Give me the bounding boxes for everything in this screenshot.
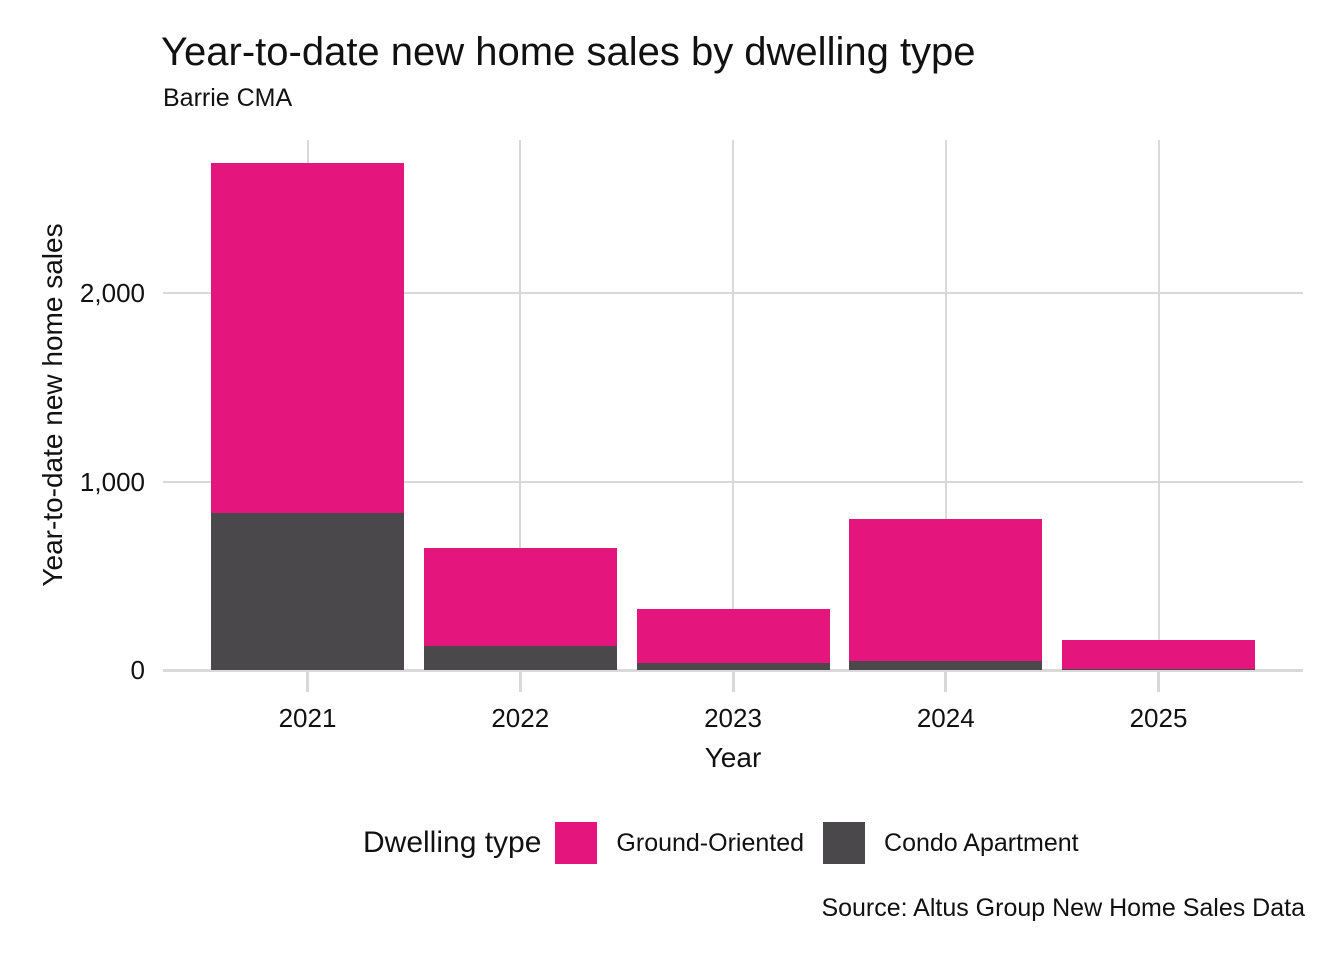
- y-tick-label: 0: [130, 655, 145, 685]
- gridline-vertical: [944, 140, 947, 670]
- legend-label-condo-apartment: Condo Apartment: [884, 828, 1079, 857]
- y-tick-label: 1,000: [79, 466, 145, 497]
- x-tick-label: 2023: [704, 703, 762, 733]
- bar-segment-2022-condo-apartment: [423, 645, 617, 670]
- y-axis-title: Year-to-date new home sales: [37, 223, 68, 587]
- gridline-vertical: [519, 140, 522, 670]
- legend-swatch-ground-oriented: [555, 822, 598, 864]
- x-tick-mark: [731, 671, 735, 692]
- bar-segment-2025-ground-oriented: [1062, 639, 1255, 670]
- x-tick-label: 2024: [916, 703, 975, 733]
- bar-segment-2025-condo-apartment: [1062, 669, 1255, 670]
- gridline-vertical: [1157, 140, 1160, 670]
- source-note: Source: Altus Group New Home Sales Data: [821, 894, 1305, 922]
- legend-title: Dwelling type: [363, 826, 542, 859]
- bar-segment-2021-condo-apartment: [211, 512, 404, 670]
- gridline-horizontal: [163, 668, 1303, 672]
- gridline-horizontal: [163, 480, 1303, 483]
- bar-segment-2023-condo-apartment: [636, 663, 830, 670]
- chart-title: Year-to-date new home sales by dwelling …: [161, 30, 976, 74]
- legend: Dwelling type Ground-Oriented Condo Apar…: [363, 820, 1079, 866]
- x-tick-label: 2021: [278, 703, 337, 733]
- bar-segment-2021-ground-oriented: [211, 163, 404, 513]
- bar-segment-2024-ground-oriented: [849, 519, 1043, 661]
- chart-subtitle: Barrie CMA: [163, 84, 293, 112]
- bar-segment-2024-condo-apartment: [849, 660, 1043, 670]
- legend-swatch-condo-apartment: [823, 822, 866, 864]
- gridline-horizontal: [163, 292, 1303, 295]
- gridline-vertical: [732, 140, 734, 670]
- x-tick-mark: [1157, 671, 1160, 692]
- plot-panel: [163, 140, 1303, 672]
- x-tick-mark: [944, 671, 948, 692]
- bar-segment-2022-ground-oriented: [423, 547, 617, 646]
- x-tick-mark: [306, 671, 309, 692]
- x-tick-mark: [518, 671, 522, 692]
- y-tick-label: 2,000: [79, 278, 145, 309]
- x-tick-label: 2022: [491, 703, 550, 733]
- x-tick-label: 2025: [1129, 703, 1188, 733]
- bar-segment-2023-ground-oriented: [636, 608, 830, 664]
- legend-label-ground-oriented: Ground-Oriented: [616, 828, 805, 857]
- x-axis-title: Year: [704, 742, 762, 773]
